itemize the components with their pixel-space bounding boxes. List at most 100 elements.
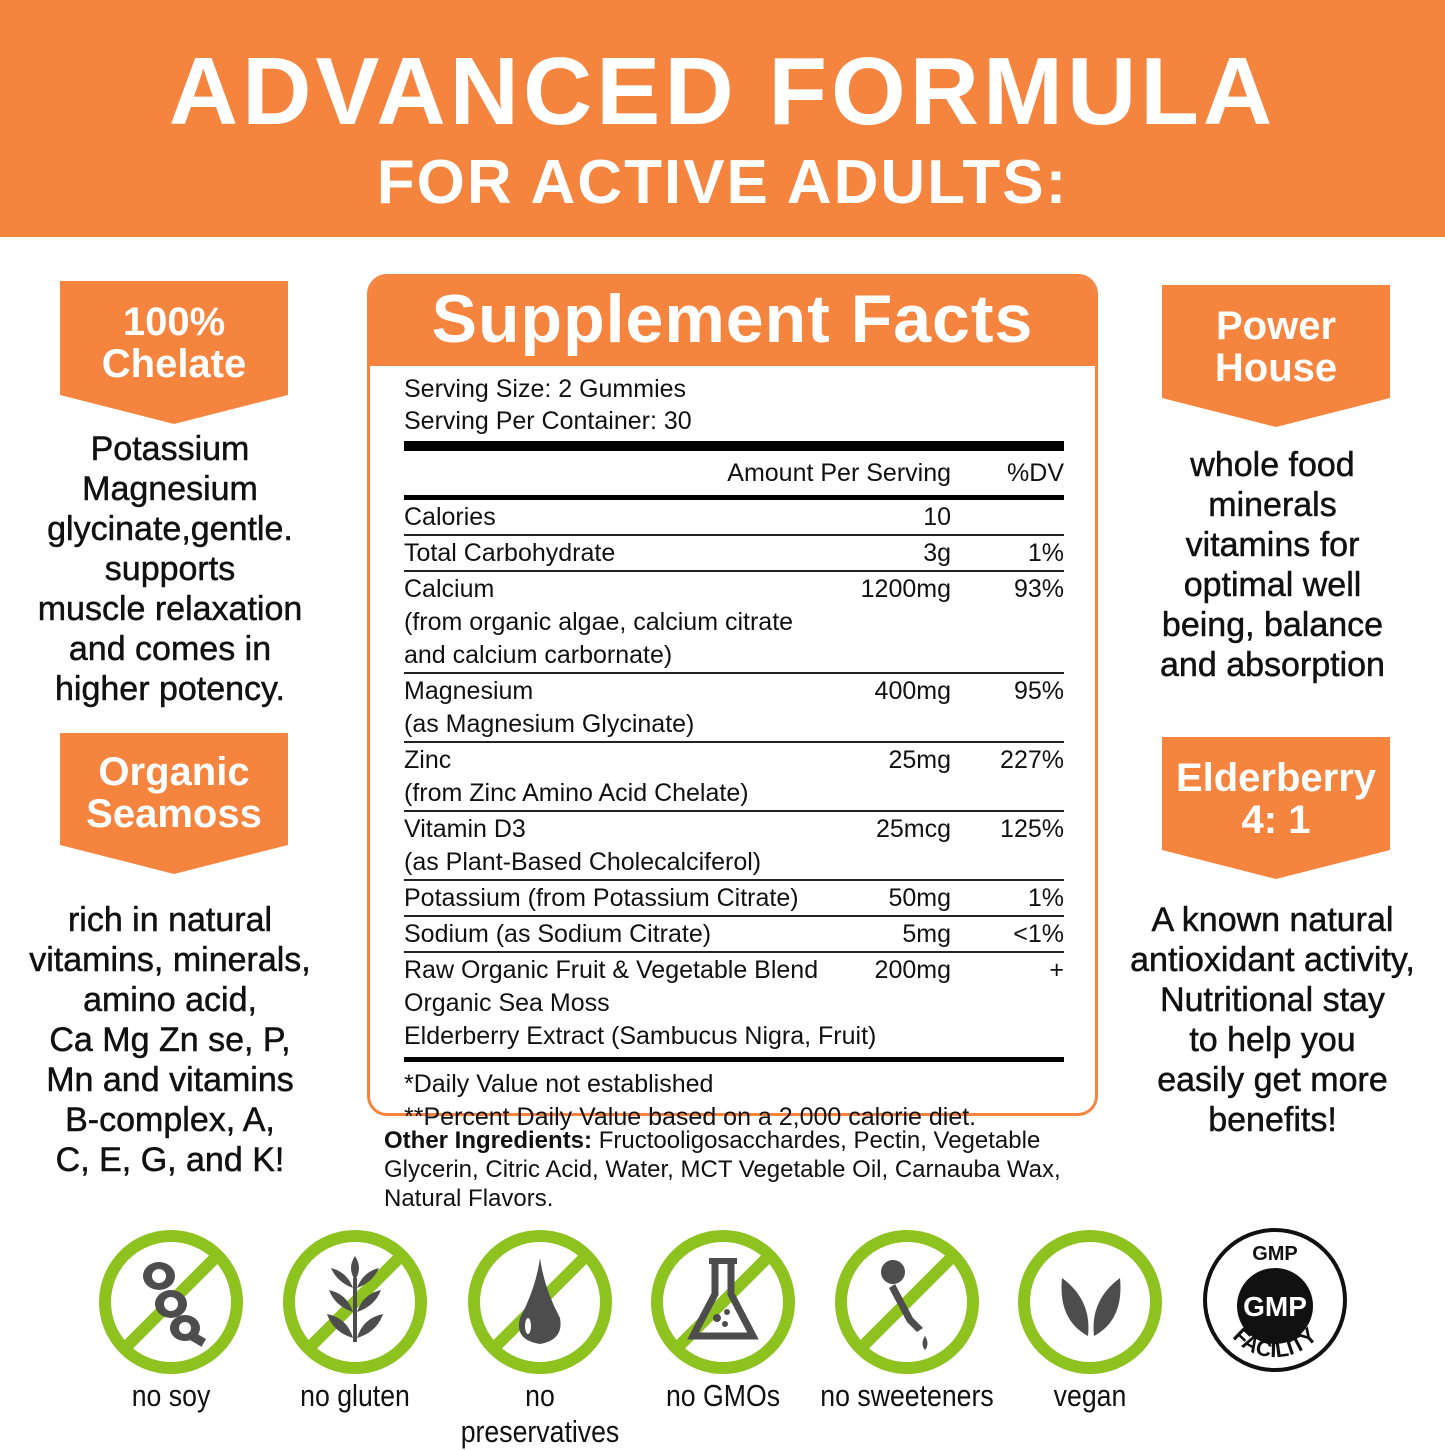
dv-header: %DV xyxy=(1007,459,1064,487)
nutrient-name: Vitamin D3 xyxy=(404,815,526,843)
header-banner: ADVANCED FORMULA FOR ACTIVE ADULTS: xyxy=(0,0,1445,237)
badge-label: no sweeteners xyxy=(820,1378,994,1413)
soybean-icon xyxy=(99,1230,243,1374)
nutrient-name: Total Carbohydrate xyxy=(404,539,616,567)
svg-text:GMP: GMP xyxy=(1252,1243,1298,1265)
badge-text: Seamoss xyxy=(86,792,262,836)
text-line: to help you xyxy=(1189,1021,1356,1060)
nutrient-dv: 1% xyxy=(1027,884,1064,912)
badge-label: no gluten xyxy=(300,1378,410,1413)
text-line: higher potency. xyxy=(55,670,285,709)
nutrient-dv: 1% xyxy=(1027,539,1064,567)
badge-elderberry: Elderberry 4: 1 xyxy=(1162,737,1390,879)
text-line: C, E, G, and K! xyxy=(55,1141,285,1180)
servings-per-container: Serving Per Container: 30 xyxy=(404,407,692,435)
nutrient-name: Calcium xyxy=(404,575,495,603)
nutrient-source: (as Magnesium Glycinate) xyxy=(404,710,695,738)
nutrient-amount: 3g xyxy=(923,539,951,567)
chelate-description: Potassium Magnesium glycinate,gentle. suppo… xyxy=(0,429,340,709)
text-line: glycinate,gentle. xyxy=(47,510,293,549)
text-line: optimal well xyxy=(1183,566,1362,605)
footnote: *Daily Value not established xyxy=(404,1070,714,1098)
badge-text: Power xyxy=(1215,304,1337,348)
powerhouse-description: whole food minerals vitamins for optimal we… xyxy=(1100,445,1445,685)
nutrient-source: (from organic algae, calcium citrate xyxy=(404,608,794,636)
text-line: rich in natural xyxy=(67,901,273,940)
badge-label: no soy xyxy=(131,1378,211,1413)
nutrient-amount: 25mg xyxy=(888,746,951,774)
nutrient-source: Elderberry Extract (Sambucus Nigra, Frui… xyxy=(404,1022,877,1050)
nutrient-row: Potassium (from Potassium Citrate) 50mg 1% xyxy=(404,881,1064,917)
facts-rows: Calories 10 Total Carbohydrate 3g 1% Calcium 1… xyxy=(404,500,1064,1053)
text-line: and comes in xyxy=(68,630,272,669)
badge-text: 4: 1 xyxy=(1241,798,1311,842)
text-line: Magnesium xyxy=(82,470,258,509)
nutrient-row: Sodium (as Sodium Citrate) 5mg <1% xyxy=(404,917,1064,953)
nutrient-source: (as Plant-Based Cholecalciferol) xyxy=(404,848,762,876)
text-line: amino acid, xyxy=(83,981,257,1020)
badge-label: vegan xyxy=(1053,1378,1127,1413)
nutrient-dv: 95% xyxy=(1013,677,1064,705)
nutrient-row: Magnesium 400mg 95% (as Magnesium Glycinate… xyxy=(404,674,1064,743)
nutrient-source: (from Zinc Amino Acid Chelate) xyxy=(404,779,749,807)
leaf-icon xyxy=(1018,1230,1162,1374)
nutrient-row: Raw Organic Fruit & Vegetable Blend 200mg… xyxy=(404,953,1064,1053)
nutrient-dv: 93% xyxy=(1013,575,1064,603)
text-line: A known natural xyxy=(1151,901,1394,940)
text-line: and absorption xyxy=(1160,646,1385,685)
flask-icon xyxy=(651,1230,795,1374)
other-ingredients-label: Other Ingredients: xyxy=(384,1127,593,1154)
text-line: whole food xyxy=(1190,446,1355,485)
drop-icon xyxy=(468,1230,612,1374)
nutrient-name: Raw Organic Fruit & Vegetable Blend xyxy=(404,956,819,984)
nutrient-row: Total Carbohydrate 3g 1% xyxy=(404,536,1064,572)
badge-text: 100% xyxy=(122,300,226,344)
badge-text: House xyxy=(1214,346,1338,390)
headline: ADVANCED FORMULA xyxy=(168,38,1277,145)
nutrient-dv: <1% xyxy=(1013,920,1064,948)
serving-size: Serving Size: 2 Gummies xyxy=(404,375,687,403)
subheadline: FOR ACTIVE ADULTS: xyxy=(376,148,1069,217)
badge-seamoss: Organic Seamoss xyxy=(60,733,288,874)
text-line: B-complex, A, xyxy=(65,1101,275,1140)
nutrient-amount: 25mcg xyxy=(875,815,951,843)
badge-text: Elderberry xyxy=(1175,756,1377,800)
facts-title: Supplement Facts xyxy=(370,277,1095,366)
text-line: Mn and vitamins xyxy=(46,1061,294,1100)
nutrient-amount: 5mg xyxy=(902,920,951,948)
nutrient-row: Calcium 1200mg 93% (from organic algae, cal… xyxy=(404,572,1064,674)
supplement-facts-panel: Supplement Facts Serving Size: 2 Gummies… xyxy=(367,274,1098,1131)
svg-text:GMP: GMP xyxy=(1243,1291,1307,1322)
wheat-icon xyxy=(283,1230,427,1374)
gmp-facility-seal: GMP GMP FACILITY xyxy=(1203,1228,1347,1372)
text-line: vitamins for xyxy=(1185,526,1360,565)
nutrient-name: Calories xyxy=(404,503,496,531)
nutrient-source: and calcium carbornate) xyxy=(404,641,673,669)
other-ingredients: Other Ingredients: Fructooligosacchardes… xyxy=(384,1126,1104,1213)
nutrient-amount: 1200mg xyxy=(860,575,951,603)
nutrient-amount: 200mg xyxy=(874,956,951,984)
text-line: Potassium xyxy=(90,430,250,469)
nutrient-row: Zinc 25mg 227% (from Zinc Amino Acid Chelat… xyxy=(404,743,1064,812)
elderberry-description: A known natural antioxidant activity, Nutr… xyxy=(1100,900,1445,1140)
amount-header: Amount Per Serving xyxy=(727,459,951,487)
badge-label: no GMOs xyxy=(665,1378,781,1413)
text-line: vitamins, minerals, xyxy=(29,941,311,980)
text-line: muscle relaxation xyxy=(37,590,303,629)
nutrient-row: Calories 10 xyxy=(404,500,1064,536)
nutrient-name: Sodium (as Sodium Citrate) xyxy=(404,920,712,948)
text-line: minerals xyxy=(1208,486,1337,525)
column-headers: Amount Per Serving %DV xyxy=(404,451,1064,495)
nutrient-name: Zinc xyxy=(404,746,452,774)
text-line: Nutritional stay xyxy=(1160,981,1385,1020)
nutrient-row: Vitamin D3 25mcg 125% (as Plant-Based Chole… xyxy=(404,812,1064,881)
seamoss-description: rich in natural vitamins, minerals, amino … xyxy=(0,900,340,1180)
nutrient-dv: + xyxy=(1049,956,1064,984)
badge-chelate: 100% Chelate xyxy=(60,281,288,424)
nutrient-amount: 10 xyxy=(923,503,951,531)
text-line: antioxidant activity, xyxy=(1130,941,1415,980)
text-line: being, balance xyxy=(1161,606,1384,645)
text-line: easily get more xyxy=(1157,1061,1388,1100)
nutrient-name: Potassium (from Potassium Citrate) xyxy=(404,884,799,912)
text-line: Ca Mg Zn se, P, xyxy=(49,1021,291,1060)
